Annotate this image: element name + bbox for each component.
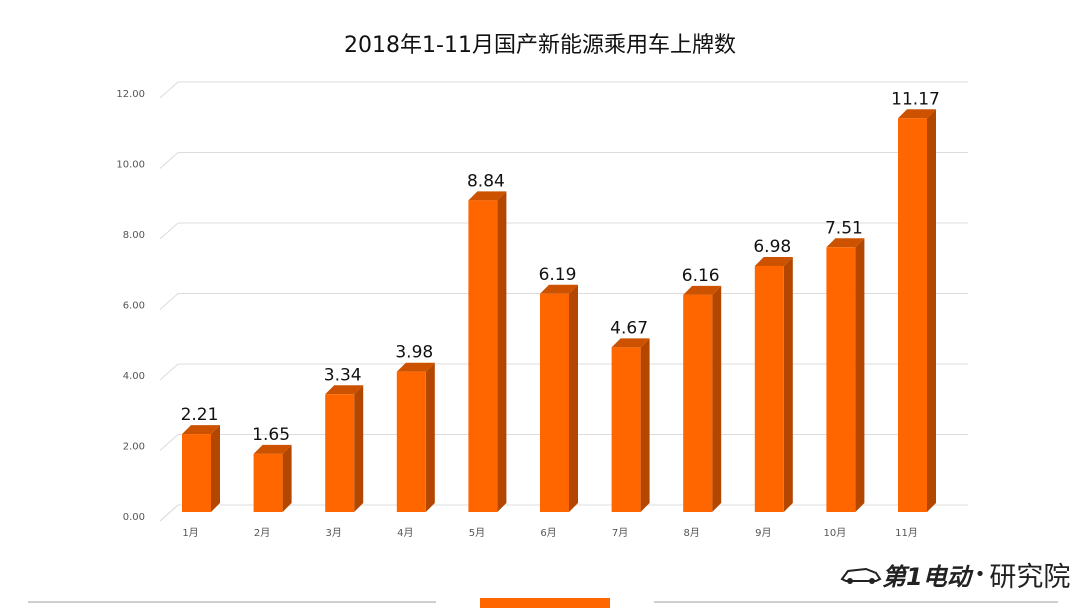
bars [182, 109, 936, 512]
bar-side [497, 191, 507, 512]
bar-top [396, 362, 435, 372]
bar [253, 444, 292, 512]
data-label: 6.98 [753, 237, 791, 257]
bar-front [253, 453, 283, 512]
x-tick-label: 4月 [397, 527, 413, 539]
bar-top [898, 109, 936, 119]
bar [754, 256, 793, 512]
brand-logo: 第1电动 • 研究院 [840, 556, 1071, 593]
data-label: 7.51 [825, 218, 863, 238]
bar-side [640, 338, 650, 512]
floor-slant [159, 504, 179, 522]
y-tick-label: 6.00 [123, 301, 145, 312]
x-tick-label: 7月 [612, 527, 628, 539]
footer-line-left [28, 601, 436, 603]
brand-logo-main: 第1电动 [882, 562, 971, 591]
bar [468, 191, 507, 512]
x-axis-ticks: 1月 2月 3月 4月 5月 6月 7月 8月 9月 10月 11月 [182, 527, 918, 539]
bar [683, 285, 722, 512]
footer-line-right [654, 601, 1058, 603]
bar-front [826, 247, 856, 512]
bar-side [783, 256, 793, 512]
y-tick-label: 12.00 [116, 89, 145, 100]
data-label: 6.19 [539, 265, 577, 285]
brand-logo-dot: • [974, 563, 986, 585]
bar-side [712, 285, 722, 512]
data-label: 6.16 [682, 266, 720, 286]
bar-top [754, 256, 793, 266]
bar-side [927, 109, 936, 512]
y-tick-label: 8.00 [123, 230, 145, 241]
bar [182, 425, 220, 512]
bar-front [754, 265, 784, 512]
bar-side [425, 362, 435, 512]
bar-side [211, 425, 220, 512]
bar [826, 238, 865, 512]
bar-top [683, 285, 722, 295]
x-tick-label: 5月 [469, 527, 485, 539]
bar-top [826, 238, 865, 248]
bar [611, 338, 650, 512]
gridline-slant [159, 293, 179, 310]
bar [540, 284, 578, 512]
bar-top [253, 444, 292, 454]
bar-front [540, 293, 569, 512]
bar-front [325, 394, 355, 512]
bar-side [855, 238, 865, 512]
bar-front [182, 434, 211, 512]
bar [396, 362, 435, 512]
bar-side [354, 385, 364, 512]
y-tick-label: 0.00 [123, 512, 145, 523]
x-tick-label: 3月 [326, 527, 342, 539]
bar-front [468, 200, 498, 512]
y-tick-label: 10.00 [116, 160, 145, 171]
bar-front [396, 371, 426, 512]
bar-front [611, 347, 641, 512]
x-tick-label: 1月 [182, 527, 198, 539]
data-label: 3.98 [395, 343, 433, 363]
brand-logo-sub: 研究院 [989, 561, 1071, 593]
y-axis-ticks: 0.00 2.00 4.00 6.00 8.00 10.00 12.00 [116, 89, 145, 523]
bar-side [282, 444, 292, 512]
data-label: 4.67 [610, 318, 648, 338]
data-label: 11.17 [891, 89, 940, 109]
gridline-slant [159, 81, 179, 99]
x-tick-label: 8月 [684, 527, 700, 539]
x-tick-label: 11月 [895, 527, 918, 539]
x-tick-label: 2月 [254, 527, 270, 539]
x-tick-label: 9月 [755, 527, 771, 539]
gridline-slant [159, 434, 179, 451]
x-tick-label: 6月 [540, 527, 556, 539]
data-label: 3.34 [324, 365, 362, 385]
bar [325, 385, 364, 512]
gridline-slant [159, 363, 179, 381]
y-tick-label: 4.00 [123, 371, 145, 382]
gridline-slant [159, 222, 179, 240]
bar-side [569, 284, 578, 512]
car-icon [840, 567, 882, 584]
data-label: 8.84 [467, 171, 505, 191]
gridline-slant [159, 152, 179, 169]
y-tick-label: 2.00 [123, 442, 145, 453]
bar-top [540, 284, 578, 294]
bar-top [611, 338, 650, 348]
data-labels: 2.21 1.65 3.34 3.98 8.84 6.19 4.67 6.16 6.98 7.51… [181, 89, 940, 445]
bar-top [468, 191, 507, 201]
bar-front [898, 118, 927, 512]
bar-top [325, 385, 364, 395]
data-label: 2.21 [181, 405, 219, 425]
x-tick-label: 10月 [824, 527, 847, 539]
bar [898, 109, 936, 512]
bar-top [182, 425, 220, 435]
data-label: 1.65 [252, 425, 290, 445]
bar-front [683, 294, 713, 512]
chart-title: 2018年1-11月国产新能源乘用车上牌数 [344, 33, 736, 58]
footer-accent [480, 598, 610, 608]
